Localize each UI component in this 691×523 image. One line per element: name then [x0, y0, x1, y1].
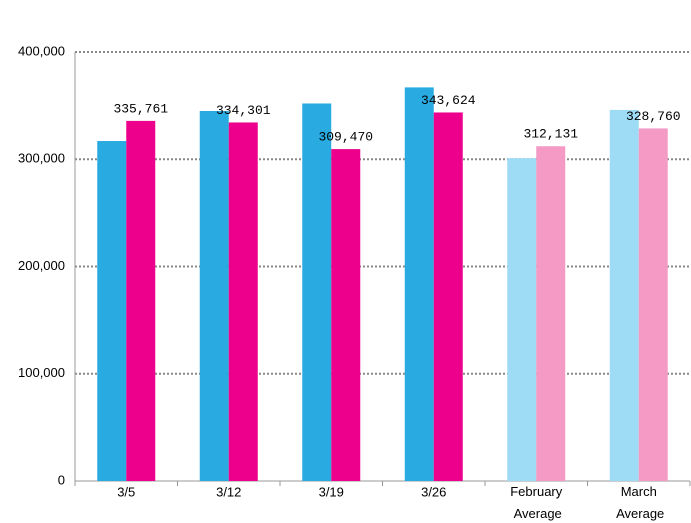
value-label: 312,131	[523, 127, 578, 142]
bar	[199, 110, 229, 482]
y-tick-label: 0	[58, 472, 65, 487]
bar	[97, 141, 127, 481]
x-tick-label: 3/26	[421, 484, 446, 499]
bar	[507, 158, 537, 482]
value-label: 335,761	[113, 101, 168, 116]
value-label: 328,760	[626, 109, 681, 124]
value-label: 309,470	[318, 130, 373, 145]
y-tick-label: 100,000	[18, 365, 65, 380]
value-label: 334,301	[216, 103, 271, 118]
bar	[228, 122, 258, 481]
bar	[331, 149, 361, 481]
y-tick-label: 200,000	[18, 258, 65, 273]
value-label: 343,624	[421, 93, 476, 108]
bar	[609, 109, 639, 481]
x-tick-label: 3/5	[117, 484, 135, 499]
bar	[126, 120, 156, 481]
x-tick-label: 3/19	[319, 484, 344, 499]
bar	[302, 103, 332, 481]
y-tick-label: 300,000	[18, 151, 65, 166]
y-tick-label: 400,000	[18, 43, 65, 58]
x-tick-label: March Average	[613, 484, 664, 521]
bar	[638, 128, 668, 481]
bar	[404, 87, 434, 481]
bar	[433, 112, 463, 481]
x-tick-label: February Average	[510, 484, 563, 521]
x-tick-label: 3/12	[216, 484, 241, 499]
bar	[536, 146, 566, 481]
